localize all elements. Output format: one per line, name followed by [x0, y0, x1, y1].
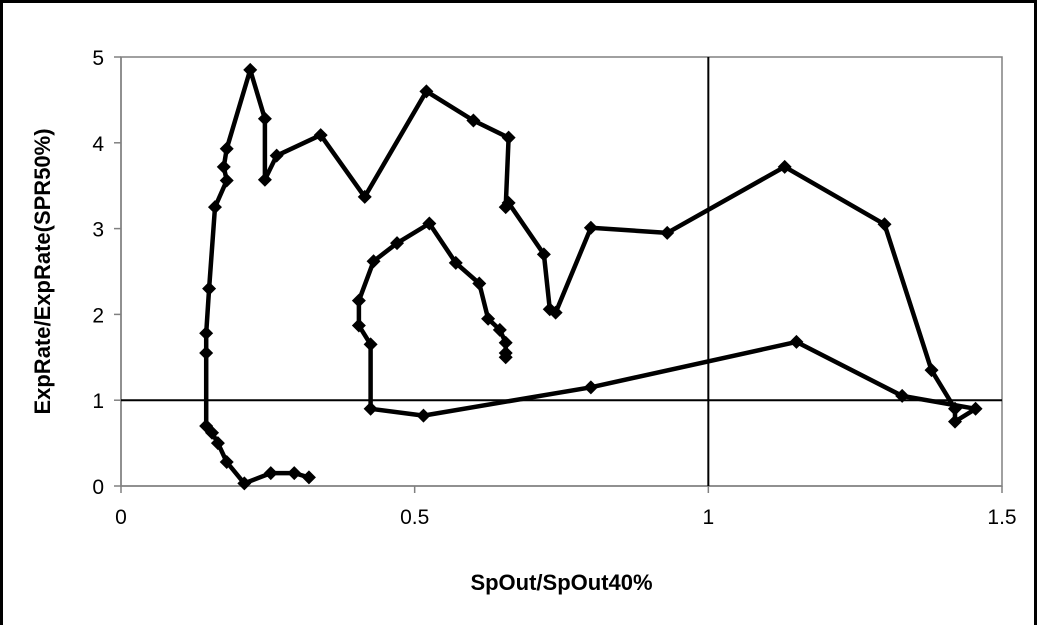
data-point-marker [210, 436, 225, 451]
data-point-marker [968, 401, 983, 416]
y-axis-title: ExpRate/ExpRate(SPR50%) [30, 128, 55, 414]
data-point-marker [419, 84, 434, 99]
x-tick-label: 0 [115, 506, 127, 529]
data-point-marker [363, 337, 378, 352]
data-point-marker [351, 293, 366, 308]
data-point-marker [219, 141, 234, 156]
x-tick-label: 0.5 [400, 506, 429, 529]
data-point-marker [199, 418, 214, 433]
data-point-marker [263, 466, 278, 481]
data-point-marker [498, 350, 513, 365]
data-point-marker [237, 476, 252, 491]
data-point-marker [948, 401, 963, 416]
data-point-marker [219, 454, 234, 469]
data-point-marker [466, 113, 481, 128]
data-point-marker [492, 322, 507, 337]
data-point-marker [924, 363, 939, 378]
data-point-marker [390, 236, 405, 251]
data-point-marker [416, 408, 431, 423]
data-point-marker [357, 189, 372, 204]
series-group [199, 62, 983, 491]
x-axis: 0 0.5 1 1.5 [115, 486, 1017, 529]
data-point-marker [501, 130, 516, 145]
plot-area [120, 56, 1003, 487]
data-point-marker [536, 247, 551, 262]
data-point-marker [895, 388, 910, 403]
data-point-marker [777, 159, 792, 174]
data-point-marker [877, 217, 892, 232]
data-point-marker [199, 346, 214, 361]
data-point-marker [301, 470, 316, 485]
data-point-marker [257, 172, 272, 187]
data-point-marker [207, 200, 222, 215]
data-point-marker [422, 216, 437, 231]
y-tick-label: 1 [92, 390, 104, 413]
x-axis-title: SpOut/SpOut40% [470, 570, 652, 595]
y-axis: 0 1 2 3 4 5 [92, 47, 121, 499]
data-point-marker [789, 334, 804, 349]
data-point-marker [199, 326, 214, 341]
data-point-marker [472, 276, 487, 291]
data-point-marker [481, 311, 496, 326]
data-point-marker [269, 148, 284, 163]
y-tick-label: 3 [92, 219, 104, 242]
data-point-marker [243, 62, 258, 77]
x-tick-label: 1.5 [987, 506, 1016, 529]
data-point-marker [287, 466, 302, 481]
x-tick-label: 1 [702, 506, 714, 529]
data-point-marker [583, 220, 598, 235]
data-point-marker [202, 281, 217, 296]
data-point-marker [548, 305, 563, 320]
data-point-marker [948, 414, 963, 429]
data-point-marker [257, 111, 272, 126]
y-tick-label: 5 [92, 47, 104, 70]
data-point-marker [313, 128, 328, 143]
data-point-marker [660, 225, 675, 240]
data-point-marker [501, 195, 516, 210]
data-point-marker [366, 254, 381, 269]
data-point-marker [583, 380, 598, 395]
y-tick-label: 4 [92, 133, 104, 156]
data-point-marker [219, 173, 234, 188]
data-point-marker [498, 335, 513, 350]
y-tick-label: 0 [92, 476, 104, 499]
data-point-marker [351, 318, 366, 333]
data-point-marker [448, 255, 463, 270]
y-tick-label: 2 [92, 304, 104, 327]
data-point-marker [216, 159, 231, 174]
data-point-marker [363, 401, 378, 416]
